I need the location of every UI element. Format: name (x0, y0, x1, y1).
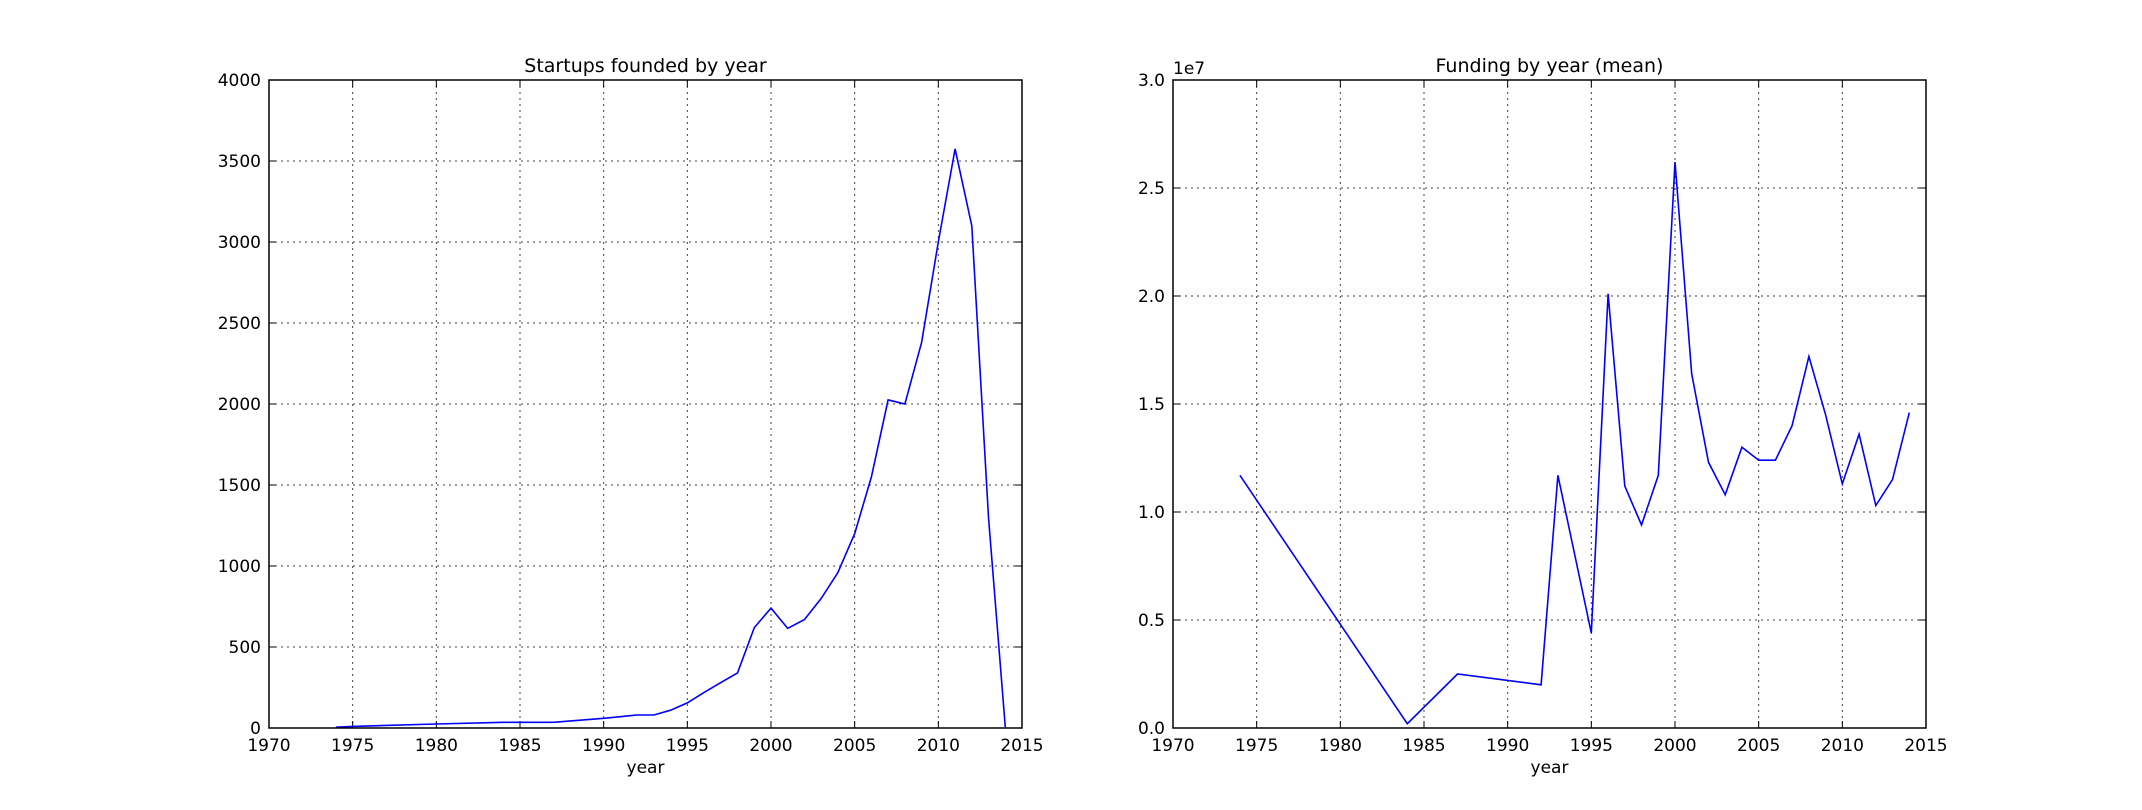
y-offset-label: 1e7 (1173, 59, 1205, 79)
x-tick-label: 2010 (917, 736, 960, 756)
series-line-1 (1239, 162, 1911, 725)
y-tick-label: 0.0 (1138, 719, 1165, 739)
x-tick-label: 1995 (666, 736, 709, 756)
chart-title: Startups founded by year (524, 55, 767, 77)
plot-frame (1172, 79, 1927, 729)
x-tick-label: 2000 (1653, 736, 1696, 756)
chart-panel-1: 1970 1975 1980 1985 1990 1995 2000 2005 2010 2015… (218, 55, 1044, 778)
y-tick-label: 0.5 (1138, 611, 1165, 631)
y-tick-label: 3500 (218, 152, 261, 172)
y-tick-label: 2500 (218, 314, 261, 334)
x-axis-label: year (1531, 758, 1569, 778)
x-tick-label: 2010 (1821, 736, 1864, 756)
x-tick-label: 2015 (1904, 736, 1947, 756)
x-tick-label: 1975 (1235, 736, 1278, 756)
y-tick-label: 2.5 (1138, 179, 1165, 199)
x-tick-label: 2000 (749, 736, 792, 756)
x-tick-label: 2005 (833, 736, 876, 756)
x-tick-label: 2015 (1000, 736, 1043, 756)
y-tick-label: 1500 (218, 476, 261, 496)
series-line-1 (335, 148, 1007, 728)
chart-title: Funding by year (mean) (1436, 55, 1664, 77)
y-tick-label: 4000 (218, 71, 261, 91)
y-tick-label: 500 (229, 638, 261, 658)
x-tick-label: 1995 (1570, 736, 1613, 756)
x-tick-label: 1975 (331, 736, 374, 756)
chart-panel-2: 1970 1975 1980 1985 1990 1995 2000 2005 2010 2015… (1138, 55, 1948, 778)
x-tick-label: 2005 (1737, 736, 1780, 756)
x-tick-label: 1990 (1486, 736, 1529, 756)
plot-frame (268, 79, 1023, 729)
x-tick-label: 1980 (1319, 736, 1362, 756)
y-tick-label: 2000 (218, 395, 261, 415)
x-axis-label: year (627, 758, 665, 778)
y-tick-label: 0 (250, 719, 261, 739)
x-tick-label: 1970 (247, 736, 290, 756)
y-tick-label: 3.0 (1138, 71, 1165, 91)
x-tick-label: 1985 (498, 736, 541, 756)
y-tick-label: 1.0 (1138, 503, 1165, 523)
y-tick-label: 2.0 (1138, 287, 1165, 307)
x-tick-label: 1985 (1402, 736, 1445, 756)
x-tick-label: 1990 (582, 736, 625, 756)
x-tick-label: 1980 (415, 736, 458, 756)
y-tick-label: 1000 (218, 557, 261, 577)
x-tick-label: 1970 (1151, 736, 1194, 756)
y-tick-label: 3000 (218, 233, 261, 253)
y-tick-label: 1.5 (1138, 395, 1165, 415)
